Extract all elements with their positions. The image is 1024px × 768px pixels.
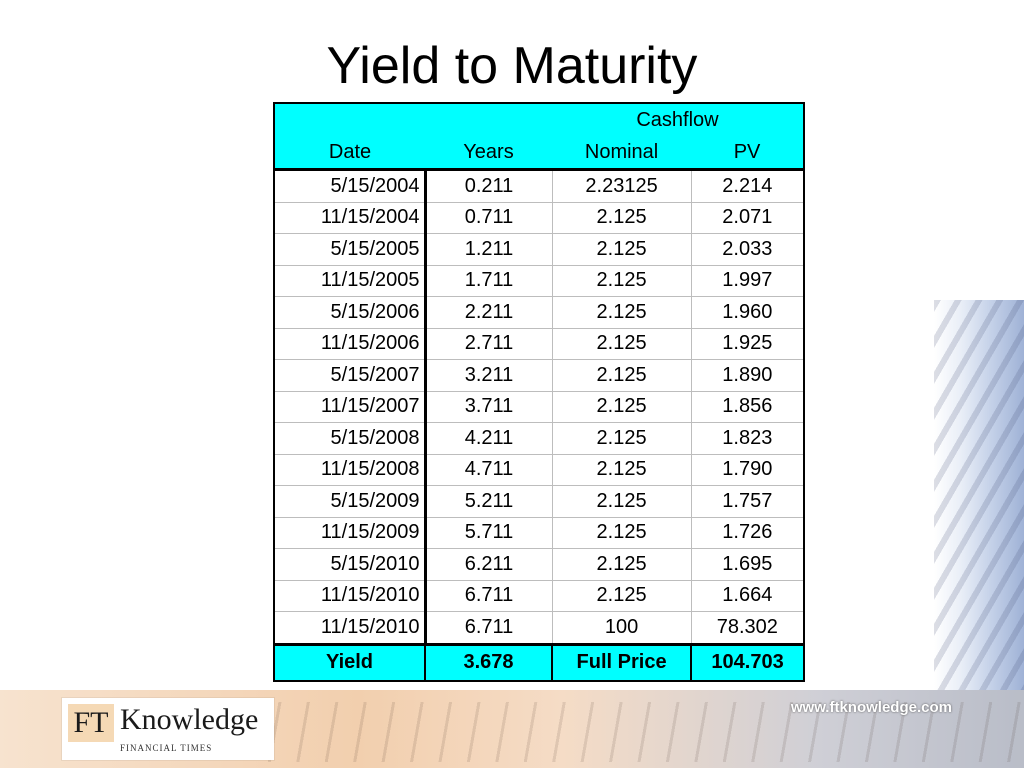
cell-pv: 1.790: [691, 454, 804, 486]
full-price-label: Full Price: [552, 642, 693, 681]
website-url: www.ftknowledge.com: [790, 699, 952, 716]
cell-pv: 78.302: [691, 611, 804, 645]
cell-years: 2.711: [425, 328, 553, 360]
cell-pv: 1.757: [691, 485, 804, 518]
cell-nominal: 2.23125: [552, 169, 692, 203]
decorative-bottom-band: FT Knowledge FINANCIAL TIMES: [0, 690, 1024, 768]
slide-title: Yield to Maturity: [326, 37, 698, 95]
cell-nominal: 2.125: [552, 359, 692, 392]
header-row-columns: Date Years Nominal PV: [274, 136, 804, 171]
cell-nominal: 100: [552, 611, 692, 645]
table-row: 5/15/2007 3.211 2.125 1.890: [274, 359, 804, 392]
cell-nominal: 2.125: [552, 296, 692, 329]
cell-pv: 2.033: [691, 233, 804, 266]
full-price-value: 104.703: [691, 642, 805, 681]
cell-date: 5/15/2008: [274, 422, 427, 455]
cell-date: 11/15/2010: [274, 611, 427, 645]
header-years: Years: [425, 136, 552, 171]
cell-date: 5/15/2009: [274, 485, 427, 518]
cell-years: 6.711: [425, 580, 553, 612]
cell-date: 11/15/2005: [274, 265, 427, 297]
table-row: 5/15/2010 6.211 2.125 1.695: [274, 548, 804, 581]
summary-row: Yield 3.678 Full Price 104.703: [274, 642, 805, 681]
table-row: 11/15/2004 0.711 2.125 2.071: [274, 202, 804, 234]
cell-date: 11/15/2010: [274, 580, 427, 612]
cell-pv: 1.664: [691, 580, 804, 612]
table-row: 11/15/2010 6.711 100 78.302: [274, 611, 804, 645]
table-row: 5/15/2008 4.211 2.125 1.823: [274, 422, 804, 455]
table-row: 5/15/2004 0.211 2.23125 2.214: [274, 169, 804, 203]
cell-pv: 2.071: [691, 202, 804, 234]
cell-nominal: 2.125: [552, 422, 692, 455]
cell-pv: 1.890: [691, 359, 804, 392]
cell-pv: 1.695: [691, 548, 804, 581]
table-row: 5/15/2005 1.211 2.125 2.033: [274, 233, 804, 266]
cell-date: 11/15/2007: [274, 391, 427, 423]
logo-name: Knowledge: [120, 703, 259, 736]
header-pv: PV: [691, 136, 804, 171]
header-nominal: Nominal: [552, 136, 692, 171]
table-row: 11/15/2010 6.711 2.125 1.664: [274, 580, 804, 612]
cell-nominal: 2.125: [552, 265, 692, 297]
cell-nominal: 2.125: [552, 485, 692, 518]
cell-date: 11/15/2009: [274, 517, 427, 549]
table-row: 11/15/2005 1.711 2.125 1.997: [274, 265, 804, 297]
table-row: 11/15/2009 5.711 2.125 1.726: [274, 517, 804, 549]
cell-nominal: 2.125: [552, 548, 692, 581]
cell-years: 0.211: [425, 169, 553, 203]
cell-date: 11/15/2008: [274, 454, 427, 486]
ft-knowledge-logo: FT Knowledge FINANCIAL TIMES: [62, 698, 274, 760]
cell-date: 5/15/2010: [274, 548, 427, 581]
table-row: 11/15/2008 4.711 2.125 1.790: [274, 454, 804, 486]
cell-date: 5/15/2004: [274, 169, 427, 203]
cell-nominal: 2.125: [552, 391, 692, 423]
cell-years: 6.711: [425, 611, 553, 645]
table-row: 11/15/2006 2.711 2.125 1.925: [274, 328, 804, 360]
logo-ft-mark: FT: [68, 704, 114, 742]
cell-nominal: 2.125: [552, 454, 692, 486]
table-row: 5/15/2009 5.211 2.125 1.757: [274, 485, 804, 518]
cashflow-table: Cashflow Date Years Nominal PV 5/15/2004…: [273, 102, 805, 682]
cell-years: 2.211: [425, 296, 553, 329]
cell-date: 5/15/2005: [274, 233, 427, 266]
cell-years: 1.211: [425, 233, 553, 266]
header-row-group: Cashflow: [274, 103, 804, 136]
cell-nominal: 2.125: [552, 202, 692, 234]
cell-years: 3.711: [425, 391, 553, 423]
cell-years: 4.211: [425, 422, 553, 455]
header-date: Date: [274, 136, 425, 171]
cell-years: 4.711: [425, 454, 553, 486]
yield-value: 3.678: [425, 642, 553, 681]
cell-pv: 1.726: [691, 517, 804, 549]
cell-date: 5/15/2007: [274, 359, 427, 392]
cell-pv: 1.823: [691, 422, 804, 455]
cell-pv: 1.997: [691, 265, 804, 297]
cell-years: 6.211: [425, 548, 553, 581]
cell-years: 5.211: [425, 485, 553, 518]
yield-label: Yield: [274, 642, 426, 681]
cell-nominal: 2.125: [552, 233, 692, 266]
cell-date: 11/15/2004: [274, 202, 427, 234]
cell-years: 5.711: [425, 517, 553, 549]
cell-pv: 2.214: [691, 169, 804, 203]
cell-nominal: 2.125: [552, 328, 692, 360]
table-row: 5/15/2006 2.211 2.125 1.960: [274, 296, 804, 329]
cell-date: 5/15/2006: [274, 296, 427, 329]
table-row: 11/15/2007 3.711 2.125 1.856: [274, 391, 804, 423]
cell-years: 3.211: [425, 359, 553, 392]
logo-subtitle: FINANCIAL TIMES: [120, 743, 213, 753]
cell-pv: 1.960: [691, 296, 804, 329]
cell-years: 0.711: [425, 202, 553, 234]
cell-pv: 1.925: [691, 328, 804, 360]
header-cashflow: Cashflow: [636, 108, 719, 131]
cell-nominal: 2.125: [552, 580, 692, 612]
cell-date: 11/15/2006: [274, 328, 427, 360]
cell-years: 1.711: [425, 265, 553, 297]
cell-nominal: 2.125: [552, 517, 692, 549]
cell-pv: 1.856: [691, 391, 804, 423]
